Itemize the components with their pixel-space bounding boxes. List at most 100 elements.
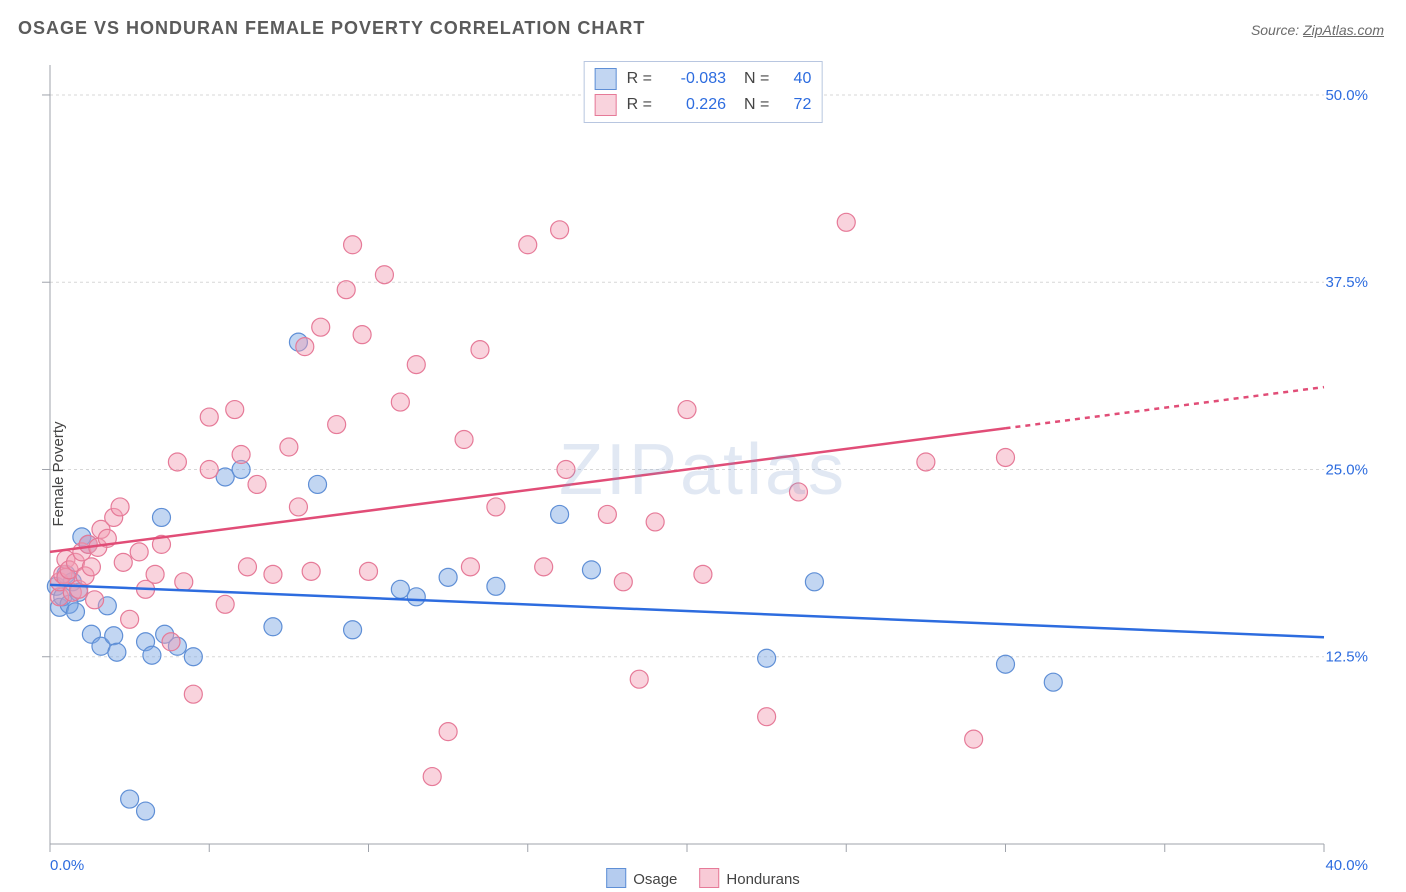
data-point	[162, 633, 180, 651]
data-point	[487, 577, 505, 595]
data-point	[1044, 673, 1062, 691]
data-point	[694, 565, 712, 583]
data-point	[216, 595, 234, 613]
x-tick-label: 40.0%	[1325, 857, 1368, 874]
data-point	[82, 558, 100, 576]
data-point	[423, 768, 441, 786]
data-point	[519, 236, 537, 254]
trend-line	[50, 428, 1006, 552]
y-axis-title: Female Poverty	[50, 421, 67, 526]
data-point	[344, 236, 362, 254]
data-point	[289, 498, 307, 516]
scatter-chart: 12.5% 25.0% 37.5% 50.0% 0.0% 40.0%	[0, 55, 1406, 892]
source-label: Source:	[1251, 22, 1299, 38]
data-point	[146, 565, 164, 583]
legend-swatch	[595, 94, 617, 116]
legend-label: Hondurans	[726, 871, 799, 888]
data-point	[264, 618, 282, 636]
legend-item: Osage	[606, 868, 677, 888]
source-link[interactable]: ZipAtlas.com	[1303, 22, 1384, 38]
data-point	[200, 460, 218, 478]
data-point	[917, 453, 935, 471]
data-point	[407, 356, 425, 374]
data-point	[130, 543, 148, 561]
data-point	[551, 505, 569, 523]
data-point	[105, 627, 123, 645]
legend-n-label: N =	[744, 96, 769, 114]
legend-item: Hondurans	[699, 868, 799, 888]
data-point	[152, 508, 170, 526]
data-point	[200, 408, 218, 426]
legend-n-value: 72	[779, 96, 811, 114]
chart-title: OSAGE VS HONDURAN FEMALE POVERTY CORRELA…	[18, 18, 645, 39]
data-point	[184, 648, 202, 666]
data-point	[353, 326, 371, 344]
data-point	[997, 448, 1015, 466]
series-legend: Osage Hondurans	[606, 868, 800, 888]
data-point	[143, 646, 161, 664]
data-point	[439, 568, 457, 586]
data-point	[309, 475, 327, 493]
data-point	[184, 685, 202, 703]
legend-label: Osage	[633, 871, 677, 888]
data-point	[108, 643, 126, 661]
y-tick-label: 37.5%	[1325, 274, 1368, 291]
data-point	[965, 730, 983, 748]
legend-swatch	[699, 868, 719, 888]
y-tick-label: 50.0%	[1325, 87, 1368, 104]
legend-n-value: 40	[779, 70, 811, 88]
data-point	[758, 649, 776, 667]
legend-swatch	[606, 868, 626, 888]
data-point	[337, 281, 355, 299]
legend-row: R = -0.083 N = 40	[595, 66, 812, 92]
data-point	[168, 453, 186, 471]
data-point	[238, 558, 256, 576]
data-point	[789, 483, 807, 501]
data-point	[535, 558, 553, 576]
data-point	[66, 603, 84, 621]
data-point	[121, 610, 139, 628]
legend-r-label: R =	[627, 70, 652, 88]
data-point	[360, 562, 378, 580]
data-point	[226, 401, 244, 419]
data-point	[614, 573, 632, 591]
data-point	[455, 431, 473, 449]
legend-r-label: R =	[627, 96, 652, 114]
trend-line	[50, 585, 1324, 637]
data-point	[758, 708, 776, 726]
legend-r-value: -0.083	[662, 70, 726, 88]
data-point	[805, 573, 823, 591]
data-point	[551, 221, 569, 239]
data-point	[375, 266, 393, 284]
data-point	[646, 513, 664, 531]
legend-row: R = 0.226 N = 72	[595, 92, 812, 118]
data-point	[391, 393, 409, 411]
data-point	[111, 498, 129, 516]
data-point	[471, 341, 489, 359]
legend-n-label: N =	[744, 70, 769, 88]
data-point	[461, 558, 479, 576]
data-point	[175, 573, 193, 591]
y-tick-label: 25.0%	[1325, 461, 1368, 478]
data-point	[312, 318, 330, 336]
data-point	[302, 562, 320, 580]
data-point	[837, 213, 855, 231]
data-point	[248, 475, 266, 493]
data-point	[121, 790, 139, 808]
data-point	[557, 460, 575, 478]
data-point	[344, 621, 362, 639]
data-point	[280, 438, 298, 456]
data-point	[232, 446, 250, 464]
legend-r-value: 0.226	[662, 96, 726, 114]
data-point	[296, 338, 314, 356]
x-tick-label: 0.0%	[50, 857, 84, 874]
data-point	[216, 468, 234, 486]
plot-area: Female Poverty ZIPatlas 12.5%25.0%37.5%5…	[0, 55, 1406, 892]
data-point	[678, 401, 696, 419]
y-tick-label: 12.5%	[1325, 649, 1368, 666]
data-point	[487, 498, 505, 516]
data-point	[137, 802, 155, 820]
correlation-legend: R = -0.083 N = 40 R = 0.226 N = 72	[584, 61, 823, 123]
source-attribution: Source: ZipAtlas.com	[1251, 22, 1384, 38]
data-point	[86, 591, 104, 609]
